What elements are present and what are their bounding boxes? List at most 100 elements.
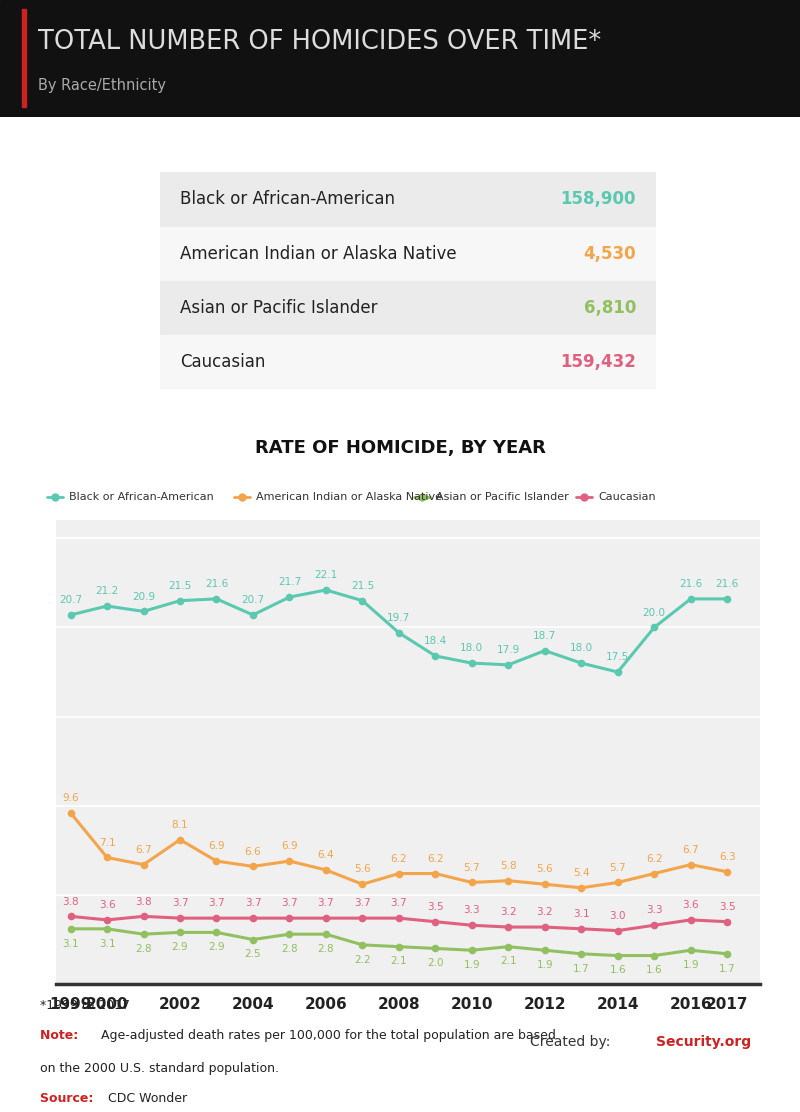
Text: 20.9: 20.9 <box>132 592 155 602</box>
Text: 3.3: 3.3 <box>463 905 480 915</box>
Text: CDC Wonder: CDC Wonder <box>109 1092 187 1105</box>
Text: 3.8: 3.8 <box>62 896 79 906</box>
Text: 21.6: 21.6 <box>205 579 228 589</box>
Text: Created by:: Created by: <box>530 1035 614 1050</box>
Text: 3.7: 3.7 <box>208 898 225 909</box>
Bar <box>160 172 656 227</box>
Text: 2.9: 2.9 <box>208 942 225 952</box>
Text: 6.2: 6.2 <box>390 854 407 864</box>
Text: TOTAL NUMBER OF HOMICIDES OVER TIME*: TOTAL NUMBER OF HOMICIDES OVER TIME* <box>38 29 602 56</box>
Text: 5.7: 5.7 <box>463 863 480 873</box>
Text: RATE OF HOMICIDE, BY YEAR: RATE OF HOMICIDE, BY YEAR <box>254 438 546 457</box>
Text: 3.1: 3.1 <box>98 939 115 949</box>
Text: 6,810: 6,810 <box>584 299 636 317</box>
Text: 2.0: 2.0 <box>427 959 444 969</box>
Text: 20.0: 20.0 <box>642 607 666 617</box>
Text: 6.4: 6.4 <box>318 851 334 861</box>
Text: 3.1: 3.1 <box>62 939 79 949</box>
Bar <box>160 280 656 335</box>
Text: Note:: Note: <box>40 1030 82 1042</box>
Text: 2.2: 2.2 <box>354 955 370 965</box>
Text: 3.7: 3.7 <box>172 898 188 909</box>
Bar <box>160 227 656 280</box>
Text: 158,900: 158,900 <box>561 190 636 208</box>
Text: 20.7: 20.7 <box>59 595 82 605</box>
Text: 5.6: 5.6 <box>354 864 370 874</box>
Text: American Indian or Alaska Native: American Indian or Alaska Native <box>256 493 442 502</box>
Text: Black or African-American: Black or African-American <box>69 493 214 502</box>
Text: 3.6: 3.6 <box>682 900 699 910</box>
Text: 2.8: 2.8 <box>135 944 152 954</box>
Text: 6.7: 6.7 <box>682 845 699 855</box>
Text: 1.6: 1.6 <box>610 965 626 975</box>
Text: Asian or Pacific Islander: Asian or Pacific Islander <box>436 493 569 502</box>
Text: 1.9: 1.9 <box>682 960 699 970</box>
Text: 21.5: 21.5 <box>168 580 192 590</box>
Text: 1.7: 1.7 <box>573 964 590 974</box>
Text: 3.8: 3.8 <box>135 896 152 906</box>
Text: 1.6: 1.6 <box>646 965 662 975</box>
Text: 18.7: 18.7 <box>533 631 557 641</box>
Text: *1999 to 2017: *1999 to 2017 <box>40 999 130 1012</box>
Text: 5.4: 5.4 <box>573 868 590 878</box>
Text: on the 2000 U.S. standard population.: on the 2000 U.S. standard population. <box>40 1062 279 1075</box>
Text: 20.7: 20.7 <box>242 595 265 605</box>
Text: American Indian or Alaska Native: American Indian or Alaska Native <box>180 245 457 262</box>
Text: 2.8: 2.8 <box>281 944 298 954</box>
Text: Source:: Source: <box>40 1092 98 1105</box>
Text: 4,530: 4,530 <box>583 245 636 262</box>
Text: 6.7: 6.7 <box>135 845 152 855</box>
Text: 5.8: 5.8 <box>500 861 517 871</box>
Bar <box>22 9 26 108</box>
Text: By Race/Ethnicity: By Race/Ethnicity <box>38 79 166 93</box>
Text: 3.7: 3.7 <box>390 898 407 909</box>
Text: 3.6: 3.6 <box>98 900 115 910</box>
Text: 5.6: 5.6 <box>537 864 553 874</box>
Bar <box>160 335 656 389</box>
Text: 6.9: 6.9 <box>208 842 225 852</box>
Text: 21.6: 21.6 <box>715 579 738 589</box>
Text: 2.1: 2.1 <box>500 956 517 966</box>
Text: 17.5: 17.5 <box>606 653 630 663</box>
Text: Caucasian: Caucasian <box>180 354 266 371</box>
Text: 6.6: 6.6 <box>245 846 262 856</box>
Text: 3.7: 3.7 <box>318 898 334 909</box>
Text: Black or African-American: Black or African-American <box>180 190 395 208</box>
Text: 5.7: 5.7 <box>610 863 626 873</box>
Text: 6.9: 6.9 <box>281 842 298 852</box>
Text: 3.7: 3.7 <box>354 898 370 909</box>
Text: 21.6: 21.6 <box>679 579 702 589</box>
Text: Caucasian: Caucasian <box>598 493 656 502</box>
Text: 17.9: 17.9 <box>497 645 520 655</box>
Text: 18.0: 18.0 <box>460 643 483 653</box>
Text: 3.7: 3.7 <box>281 898 298 909</box>
Text: 6.3: 6.3 <box>719 852 735 862</box>
Text: 7.1: 7.1 <box>98 837 115 847</box>
Text: 2.1: 2.1 <box>390 956 407 966</box>
Text: 1.9: 1.9 <box>463 960 480 970</box>
Text: Age-adjusted death rates per 100,000 for the total population are based: Age-adjusted death rates per 100,000 for… <box>101 1030 556 1042</box>
Text: 18.0: 18.0 <box>570 643 593 653</box>
Text: 159,432: 159,432 <box>560 354 636 371</box>
Text: 21.5: 21.5 <box>350 580 374 590</box>
Text: 3.0: 3.0 <box>610 911 626 921</box>
Text: 6.2: 6.2 <box>427 854 444 864</box>
Text: 2.9: 2.9 <box>172 942 188 952</box>
Text: 3.2: 3.2 <box>500 907 517 917</box>
Text: 22.1: 22.1 <box>314 570 338 580</box>
Text: 9.6: 9.6 <box>62 793 79 803</box>
Text: 3.3: 3.3 <box>646 905 662 915</box>
Text: 3.2: 3.2 <box>537 907 553 917</box>
Text: 21.7: 21.7 <box>278 577 301 587</box>
Text: 3.5: 3.5 <box>427 902 444 912</box>
Text: 19.7: 19.7 <box>387 613 410 623</box>
Text: 1.9: 1.9 <box>537 960 553 970</box>
Text: 3.5: 3.5 <box>719 902 735 912</box>
Text: 3.1: 3.1 <box>573 909 590 919</box>
Text: 21.2: 21.2 <box>95 586 118 596</box>
Text: Asian or Pacific Islander: Asian or Pacific Islander <box>180 299 378 317</box>
Text: 2.5: 2.5 <box>245 950 262 960</box>
Text: 18.4: 18.4 <box>424 636 447 646</box>
Text: 1.7: 1.7 <box>719 964 735 974</box>
Text: 2.8: 2.8 <box>318 944 334 954</box>
